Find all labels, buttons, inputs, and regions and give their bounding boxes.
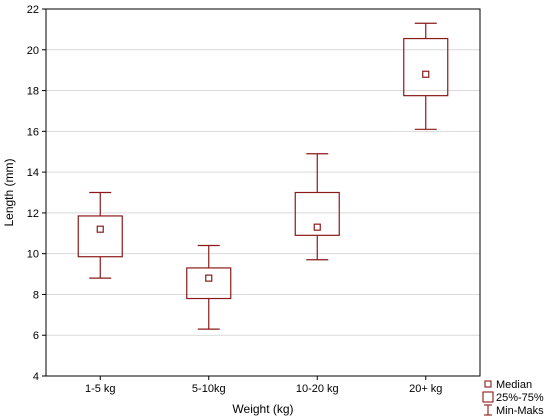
y-tick-label: 16 (27, 126, 39, 138)
legend-label: Median (496, 379, 532, 391)
y-tick-label: 10 (27, 249, 39, 261)
y-tick-label: 6 (33, 330, 39, 342)
iqr-box (403, 37, 449, 97)
median-marker (422, 70, 430, 78)
iqr-box (294, 191, 340, 236)
box-item (403, 22, 449, 130)
y-tick-label: 8 (33, 289, 39, 301)
x-axis-ticks: 1-5 kg 5-10kg 10-20 kg 20+ kg (85, 376, 442, 395)
y-axis-title: Length (mm) (2, 158, 16, 226)
x-tick-label: 10-20 kg (296, 383, 339, 395)
median-marker (313, 223, 321, 231)
y-tick-label: 18 (27, 86, 39, 98)
x-axis-title: Weight (kg) (232, 402, 293, 416)
x-tick-label: 5-10kg (192, 383, 226, 395)
iqr-box (77, 215, 123, 258)
box-series (77, 22, 449, 330)
legend-entry: Median (484, 379, 532, 391)
legend-entry: 25%-75% (482, 391, 544, 404)
y-tick-label: 4 (33, 371, 39, 383)
y-tick-label: 22 (27, 4, 39, 16)
legend-entry: Min-Maks (484, 404, 544, 417)
box-item (186, 244, 232, 330)
y-tick-label: 14 (27, 167, 39, 179)
y-tick-label: 20 (27, 45, 39, 57)
legend-label: 25%-75% (496, 392, 544, 404)
box-item (77, 191, 123, 279)
grid-lines (46, 49, 480, 336)
legend-box-icon (482, 391, 494, 403)
box-item (294, 153, 340, 261)
iqr-box (186, 267, 232, 300)
median-marker (96, 225, 104, 233)
plot-border (45, 8, 481, 377)
legend-label: Min-Maks (496, 405, 544, 417)
x-tick-label: 1-5 kg (85, 383, 116, 395)
x-tick-label: 20+ kg (409, 383, 442, 395)
y-axis-ticks: 4 6 8 10 12 14 16 18 20 22 (27, 4, 46, 383)
y-tick-label: 12 (27, 208, 39, 220)
median-marker (205, 274, 213, 282)
legend-median-icon (484, 380, 492, 388)
plot-frame (45, 8, 481, 377)
